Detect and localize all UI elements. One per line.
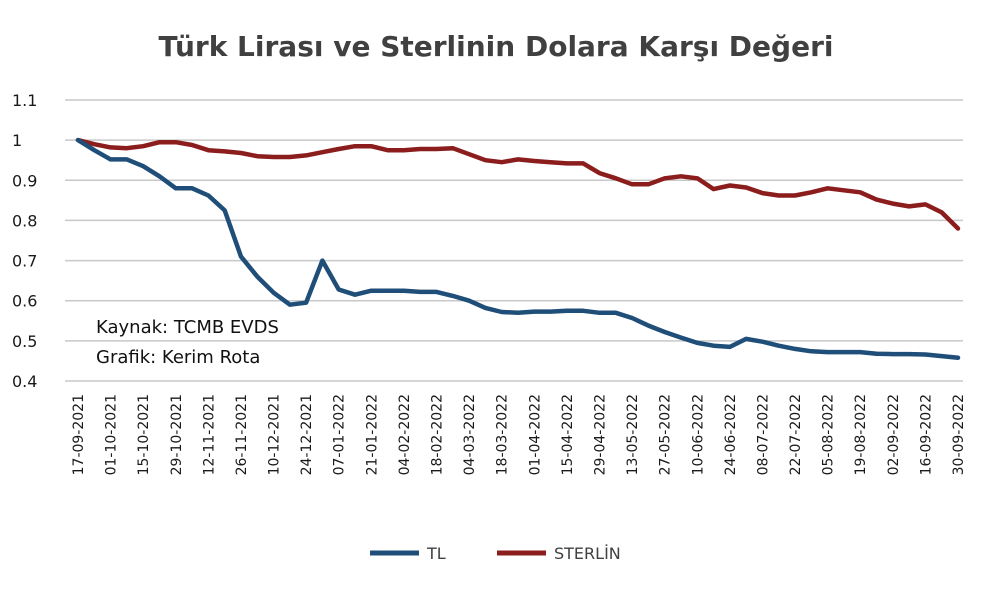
x-tick-label: 02-09-2022 [886,394,902,475]
y-tick-label: 0.6 [12,292,37,311]
series-line-sterli̇n [75,137,961,231]
x-tick-label: 21-01-2022 [364,394,380,475]
x-tick-label: 05-08-2022 [821,394,837,475]
x-tick-label: 10-12-2021 [267,394,283,475]
series-lines [75,137,961,360]
y-tick-label: 1.1 [12,91,37,110]
x-tick-label: 15-10-2021 [136,394,152,475]
x-tick-label: 01-10-2021 [104,394,120,475]
x-tick-label: 10-06-2022 [690,394,706,475]
chart-title: Türk Lirası ve Sterlinin Dolara Karşı De… [159,30,834,63]
y-tick-label: 1 [12,131,22,150]
x-tick-label: 30-09-2022 [951,394,967,475]
x-tick-label: 24-12-2021 [299,394,315,475]
x-tick-label: 13-05-2022 [625,394,641,475]
source-annotation: Kaynak: TCMB EVDS [96,317,279,338]
x-tick-label: 18-02-2022 [430,394,446,475]
x-tick-label: 01-04-2022 [527,394,543,475]
x-tick-label: 07-01-2022 [332,394,348,475]
x-tick-label: 17-09-2021 [71,394,87,475]
x-tick-label: 18-03-2022 [495,394,511,475]
gridlines [65,99,963,382]
x-tick-label: 29-10-2021 [169,394,185,475]
x-tick-label: 29-04-2022 [592,394,608,475]
x-tick-label: 26-11-2021 [234,394,250,475]
y-tick-label: 0.4 [12,372,37,391]
legend-label: STERLİN [554,544,621,563]
series-line-tl [75,137,961,360]
y-tick-label: 0.8 [12,211,37,230]
y-tick-label: 0.9 [12,171,37,190]
x-tick-label: 24-06-2022 [723,394,739,475]
x-tick-label: 16-09-2022 [918,394,934,475]
y-tick-label: 0.7 [12,252,37,271]
x-tick-label: 08-07-2022 [755,394,771,475]
author-annotation: Grafik: Kerim Rota [96,347,260,368]
x-tick-label: 27-05-2022 [658,394,674,475]
x-tick-label: 04-02-2022 [397,394,413,475]
x-tick-label: 04-03-2022 [462,394,478,475]
x-tick-label: 22-07-2022 [788,394,804,475]
legend: TL STERLİN [370,544,621,563]
y-tick-label: 0.5 [12,332,37,351]
legend-label: TL [426,544,446,563]
x-tick-label: 15-04-2022 [560,394,576,475]
x-tick-label: 12-11-2021 [201,394,217,475]
x-tick-label: 19-08-2022 [853,394,869,475]
x-axis-ticks: 17-09-2021 01-10-2021 15-10-2021 29-10-2021… [71,394,967,475]
y-axis-ticks: 1.1 1 0.9 0.8 0.7 0.6 0.5 0.4 [12,91,37,391]
